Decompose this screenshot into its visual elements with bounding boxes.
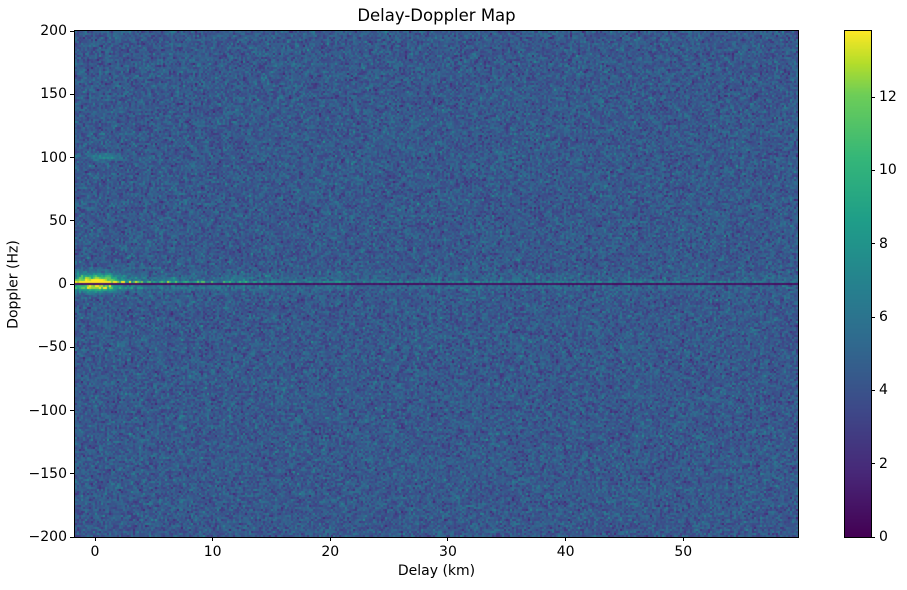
y-axis-label: Doppler (Hz) (5, 240, 22, 329)
y-tick-mark (70, 283, 74, 285)
y-tick-mark (70, 346, 74, 348)
y-tick-mark (70, 30, 74, 32)
colorbar-tick-mark (871, 96, 875, 98)
x-tick-label: 30 (439, 544, 457, 560)
x-axis-label: Delay (km) (397, 563, 476, 579)
y-tick-mark (70, 536, 74, 538)
x-tick-mark (565, 537, 567, 541)
colorbar-tick-label: 10 (879, 162, 897, 179)
colorbar-tick-mark (871, 389, 875, 391)
colorbar-tick-label: 12 (879, 89, 897, 105)
colorbar-tick-mark (871, 536, 875, 538)
y-tick-label: 150 (40, 86, 67, 103)
colorbar-tick-label: 2 (879, 455, 888, 472)
y-tick-mark (70, 157, 74, 158)
y-tick-mark (70, 220, 74, 222)
y-tick-mark (70, 410, 74, 411)
colorbar-tick-mark (871, 463, 875, 465)
colorbar-tick-label: 6 (879, 309, 888, 325)
x-tick-mark (94, 537, 96, 541)
x-tick-mark (447, 537, 449, 541)
y-tick-label: 50 (49, 212, 67, 229)
y-tick-label: −200 (28, 529, 67, 545)
y-tick-label: 200 (40, 23, 67, 39)
colorbar-tick-mark (871, 169, 875, 171)
y-tick-label: 100 (40, 149, 67, 166)
y-tick-label: −50 (37, 339, 67, 356)
colorbar-tick-label: 8 (879, 235, 888, 252)
colorbar-tick-mark (871, 316, 875, 318)
chart-title: Delay-Doppler Map (357, 6, 516, 25)
x-tick-mark (329, 537, 331, 541)
x-tick-label: 50 (674, 544, 693, 560)
x-tick-label: 40 (556, 544, 575, 560)
y-tick-label: −100 (28, 402, 67, 419)
heatmap-canvas (75, 31, 798, 537)
axes-frame (74, 30, 799, 538)
x-tick-label: 10 (203, 544, 222, 560)
x-tick-label: 0 (90, 544, 100, 560)
colorbar-tick-mark (871, 243, 875, 245)
x-tick-label: 20 (321, 544, 340, 560)
colorbar-canvas (845, 31, 871, 537)
x-tick-mark (212, 537, 214, 541)
colorbar-frame (844, 30, 872, 538)
y-tick-label: −150 (28, 465, 67, 482)
colorbar-tick-label: 4 (879, 382, 888, 399)
y-tick-mark (70, 93, 74, 95)
y-tick-label: 0 (58, 276, 67, 292)
colorbar-tick-label: 0 (879, 529, 888, 545)
y-tick-mark (70, 473, 74, 475)
x-tick-mark (682, 537, 684, 541)
